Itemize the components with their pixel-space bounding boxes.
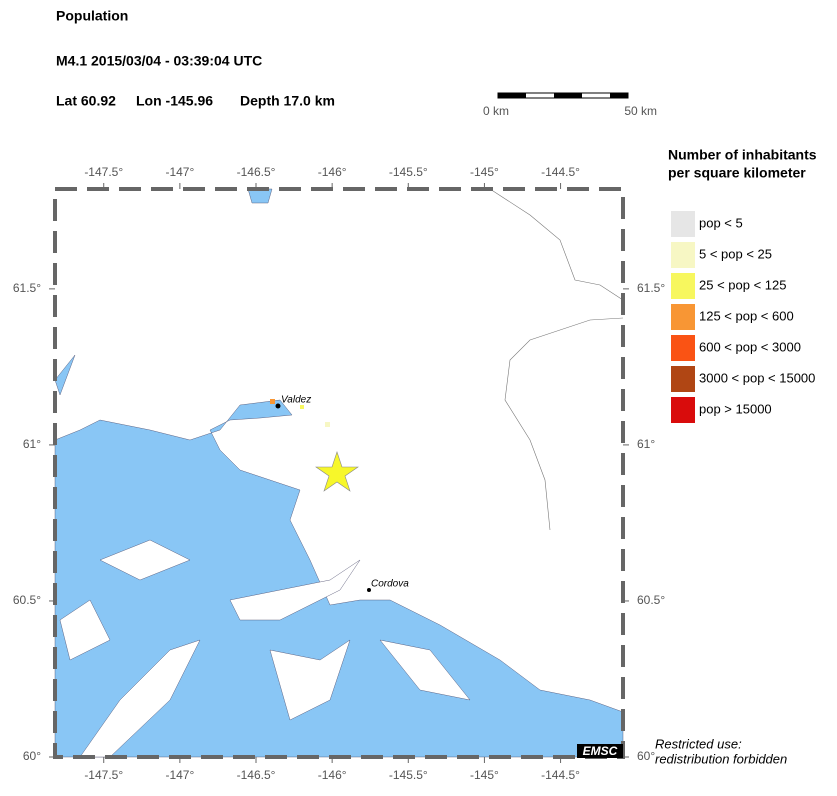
depth: Depth 17.0 km <box>240 93 335 109</box>
lat-label: 60.5° <box>637 593 665 607</box>
event: M4.1 2015/03/04 - 03:39:04 UTC <box>56 53 262 69</box>
legend-label: 600 < pop < 3000 <box>699 339 801 354</box>
legend-label: 3000 < pop < 15000 <box>699 370 815 385</box>
lon-label: -146.5° <box>237 165 276 179</box>
scale-start: 0 km <box>483 104 509 118</box>
lon-label: -145° <box>470 165 499 179</box>
legend-label: 25 < pop < 125 <box>699 277 786 292</box>
lon-label: -147° <box>165 768 194 782</box>
lat-label: 61° <box>637 437 655 451</box>
place-label: Valdez <box>281 395 311 406</box>
legend-title: Number of inhabitants <box>668 147 817 163</box>
legend-swatch <box>671 273 695 299</box>
legend-label: 125 < pop < 600 <box>699 308 794 323</box>
lon-label: -146.5° <box>237 768 276 782</box>
legend-swatch <box>671 335 695 361</box>
scale-end: 50 km <box>624 104 657 118</box>
lon-label: -144.5° <box>541 165 580 179</box>
lat-label: 60.5° <box>13 593 41 607</box>
legend-label: 5 < pop < 25 <box>699 246 772 261</box>
lat-label: 60° <box>23 749 41 763</box>
scale-bar <box>497 92 629 99</box>
lon-label: -145° <box>470 768 499 782</box>
lon-label: -145.5° <box>389 768 428 782</box>
lon-label: -146° <box>318 165 347 179</box>
legend-swatch <box>671 397 695 423</box>
legend-title: per square kilometer <box>668 165 806 181</box>
lon-label: -147.5° <box>84 165 123 179</box>
lat: Lat 60.92 <box>56 93 116 109</box>
legend-label: pop > 15000 <box>699 401 772 416</box>
legend-swatch <box>671 304 695 330</box>
legend-label: pop < 5 <box>699 215 743 230</box>
legend-swatch <box>671 211 695 237</box>
lat-label: 61.5° <box>13 281 41 295</box>
lon-label: -146° <box>318 768 347 782</box>
lon-label: -145.5° <box>389 165 428 179</box>
lon-label: -144.5° <box>541 768 580 782</box>
notice: redistribution forbidden <box>655 751 787 766</box>
lat-label: 61.5° <box>637 281 665 295</box>
legend-swatch <box>671 242 695 268</box>
notice: Restricted use: <box>655 736 742 751</box>
agency: EMSC <box>583 744 618 758</box>
lat-label: 60° <box>637 749 655 763</box>
legend-swatch <box>671 366 695 392</box>
map <box>53 187 625 759</box>
lon-label: -147.5° <box>84 768 123 782</box>
title: Population <box>56 8 128 24</box>
lon-label: -147° <box>165 165 194 179</box>
place-label: Cordova <box>371 579 409 590</box>
lon: Lon -145.96 <box>136 93 213 109</box>
lat-label: 61° <box>23 437 41 451</box>
